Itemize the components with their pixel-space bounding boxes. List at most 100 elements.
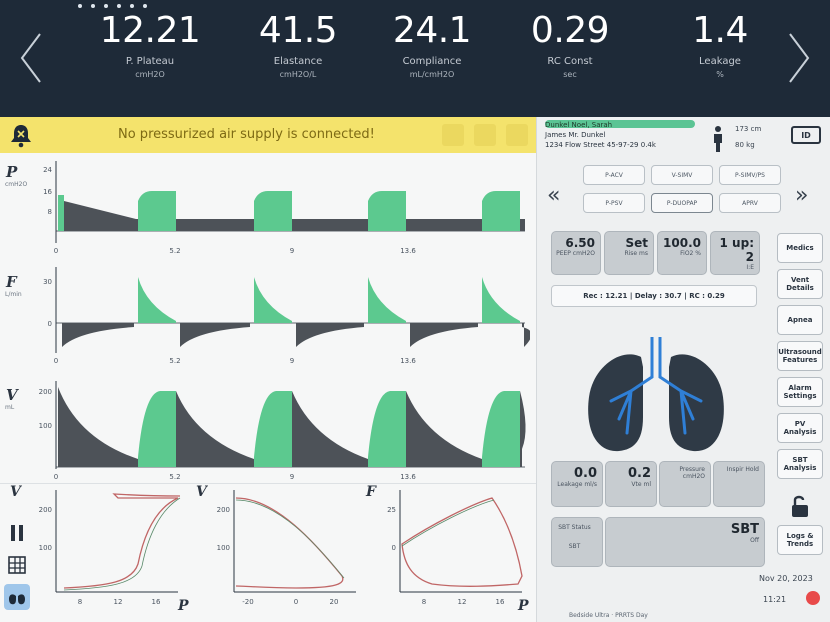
pressure-initial-breath bbox=[58, 195, 64, 231]
loops-panel: V 200 100 8 12 16 P V 200 100 -20 0 20 F 25 0 8 12 1… bbox=[0, 483, 536, 622]
loop-x-tick: 16 bbox=[152, 598, 161, 606]
mode-button[interactable]: P-SIMV/PS bbox=[719, 165, 781, 185]
lungs-icon bbox=[588, 337, 724, 452]
status-tile-leakage[interactable]: 0.0 Leakage ml/s bbox=[551, 461, 603, 507]
ultrasound-features-button[interactable]: Ultrasound Features bbox=[777, 341, 823, 371]
status-value: 0.0 bbox=[573, 466, 597, 481]
x-tick-label: 0 bbox=[54, 473, 58, 481]
setting-label: PEEP cmH2O bbox=[556, 250, 595, 257]
setting-tile-fio2[interactable]: 100.0 FiO2 % bbox=[657, 231, 707, 275]
sbt-analysis-button[interactable]: SBT Analysis bbox=[777, 449, 823, 479]
pressure-waveform[interactable]: 24 16 8 0 5.2 9 13.6 bbox=[30, 159, 530, 255]
logs-trends-button[interactable]: Logs & Trends bbox=[777, 525, 823, 555]
nav-left-arrow-icon[interactable] bbox=[14, 28, 48, 88]
setting-value: 100.0 bbox=[663, 236, 701, 250]
loop-x-tick: 0 bbox=[294, 598, 298, 606]
alert-silence-button[interactable] bbox=[442, 124, 464, 146]
flow-inspiration bbox=[368, 277, 406, 323]
vent-details-button[interactable]: Vent Details bbox=[777, 269, 823, 299]
pv-loop-chart[interactable]: 200 100 8 12 16 bbox=[28, 484, 188, 620]
sbt-tile[interactable]: SBT Off bbox=[605, 517, 765, 567]
metric-value: 12.21 bbox=[99, 10, 201, 51]
metric-unit: % bbox=[716, 70, 724, 79]
mode-button[interactable]: APRV bbox=[719, 193, 781, 213]
status-tile-pressure[interactable]: Pressure cmH2O bbox=[659, 461, 711, 507]
setting-value: 1 up: 2 bbox=[719, 236, 754, 264]
volume-expiration bbox=[58, 387, 138, 467]
alarm-bell-icon[interactable] bbox=[8, 122, 34, 148]
height-value: 173 bbox=[735, 125, 749, 133]
fv-loop-curve-2 bbox=[235, 499, 345, 579]
metric-value: 0.29 bbox=[530, 10, 610, 51]
mode-button[interactable]: P-PSV bbox=[583, 193, 645, 213]
metric-p-plateau[interactable]: 12.21 P. Plateau cmH2O bbox=[80, 10, 220, 79]
modes-prev-icon[interactable]: « bbox=[547, 183, 561, 208]
y-tick-label: 16 bbox=[43, 188, 52, 196]
apnea-button[interactable]: Apnea bbox=[777, 305, 823, 335]
metric-unit: mL/cmH2O bbox=[409, 70, 455, 79]
alarm-settings-button[interactable]: Alarm Settings bbox=[777, 377, 823, 407]
volume-inspiration bbox=[482, 391, 520, 467]
flow-waveform[interactable]: 30 0 0 5.2 9 13.6 bbox=[30, 265, 530, 365]
setting-tile-peep[interactable]: 6.50 PEEP cmH2O bbox=[551, 231, 601, 275]
alert-ack-button[interactable] bbox=[474, 124, 496, 146]
status-label: Leakage ml/s bbox=[557, 481, 597, 488]
patient-card-icon[interactable]: ID bbox=[791, 126, 821, 144]
sbt-sub: Off bbox=[750, 537, 759, 544]
flow-expiration bbox=[62, 323, 134, 347]
volume-expiration bbox=[176, 391, 254, 467]
footer-status: Bedside Ultra · PRRTS Day bbox=[569, 612, 648, 619]
pause-icon[interactable] bbox=[4, 520, 30, 546]
loop1-x-label: P bbox=[178, 598, 189, 614]
mode-button[interactable]: P-ACV bbox=[583, 165, 645, 185]
loop-x-tick: 12 bbox=[458, 598, 467, 606]
modes-next-icon[interactable]: » bbox=[795, 183, 809, 208]
loop1-y-label: V bbox=[10, 484, 21, 500]
sbt-status-tile[interactable]: SBT Status SBT bbox=[551, 517, 603, 567]
setting-tile-rise[interactable]: Set Rise ms bbox=[604, 231, 654, 275]
lock-icon[interactable] bbox=[787, 493, 813, 519]
status-tile-inspir-hold[interactable]: Inspir Hold bbox=[713, 461, 765, 507]
page-indicator bbox=[78, 4, 147, 8]
mode-button-active[interactable]: P-DUOPAP bbox=[651, 193, 713, 213]
pv-analysis-button[interactable]: PV Analysis bbox=[777, 413, 823, 443]
date-label: Nov 20, 2023 bbox=[759, 574, 813, 583]
right-lung-shape bbox=[669, 354, 724, 452]
y-tick-label: 100 bbox=[39, 422, 52, 430]
flow-inspiration bbox=[254, 277, 292, 323]
volume-waveform[interactable]: 200 100 0 5.2 9 13.6 bbox=[30, 379, 530, 481]
pressure-wave-unit: cmH2O bbox=[5, 181, 28, 188]
flow-wave-unit: L/min bbox=[5, 291, 22, 298]
loop-x-tick: 12 bbox=[114, 598, 123, 606]
loop3-x-label: P bbox=[518, 598, 529, 614]
medics-button[interactable]: Medics bbox=[777, 233, 823, 263]
sbt-value: SBT bbox=[730, 522, 759, 537]
nav-right-arrow-icon[interactable] bbox=[782, 28, 816, 88]
flow-wave-label: F bbox=[6, 273, 17, 291]
alert-history-button[interactable] bbox=[506, 124, 528, 146]
metric-compliance[interactable]: 24.1 Compliance mL/cmH2O bbox=[362, 10, 502, 79]
airways-tree bbox=[609, 337, 703, 435]
setting-tile-ie[interactable]: 1 up: 2 I:E bbox=[710, 231, 760, 275]
setting-value: Set bbox=[625, 236, 648, 250]
mode-button[interactable]: V-SIMV bbox=[651, 165, 713, 185]
stop-button-icon[interactable] bbox=[806, 591, 820, 605]
pf-loop-chart[interactable]: 25 0 8 12 16 bbox=[372, 484, 532, 620]
status-tile-vte[interactable]: 0.2 Vte ml bbox=[605, 461, 657, 507]
top-metrics-bar: 12.21 P. Plateau cmH2O 41.5 Elastance cm… bbox=[0, 0, 830, 117]
status-value: 0.2 bbox=[627, 466, 651, 481]
x-tick-label: 13.6 bbox=[400, 357, 416, 365]
y-tick-label: 30 bbox=[43, 278, 52, 286]
grid-view-icon[interactable] bbox=[4, 552, 30, 578]
measurements-summary: Rec : 12.21 | Delay : 30.7 | RC : 0.29 bbox=[551, 285, 757, 307]
lungs-view-icon[interactable] bbox=[4, 584, 30, 610]
status-label: Inspir Hold bbox=[726, 466, 759, 473]
loop-y-tick: 0 bbox=[392, 544, 396, 552]
metric-leakage[interactable]: 1.4 Leakage % bbox=[650, 10, 790, 79]
x-tick-label: 0 bbox=[54, 247, 58, 255]
metric-rc-const[interactable]: 0.29 RC Const sec bbox=[500, 10, 640, 79]
fv-loop-chart[interactable]: 200 100 -20 0 20 bbox=[206, 484, 366, 620]
alert-bar[interactable]: No pressurized air supply is connected! bbox=[0, 117, 536, 153]
patient-detail-1: James Mr. Dunkel bbox=[545, 131, 606, 139]
metric-elastance[interactable]: 41.5 Elastance cmH2O/L bbox=[228, 10, 368, 79]
